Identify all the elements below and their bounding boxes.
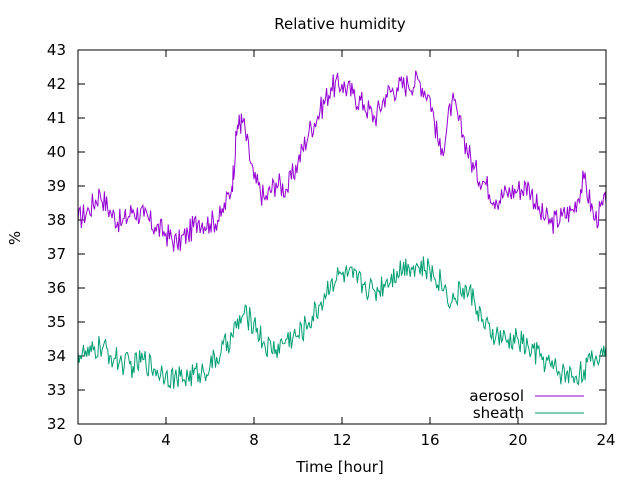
y-tick-label: 42 xyxy=(47,75,66,93)
y-tick-label: 36 xyxy=(47,279,66,297)
x-tick-label: 4 xyxy=(161,431,171,449)
x-tick-label: 20 xyxy=(508,431,527,449)
y-tick-label: 41 xyxy=(47,109,66,127)
y-axis-label: % xyxy=(6,231,24,245)
plot-frame xyxy=(77,49,607,425)
chart-title: Relative humidity xyxy=(274,15,406,33)
chart-marks: 32 33 34 35 36 37 38 39 40 41 42 43 0 4 8 12 16 20 24 aeros… xyxy=(47,41,616,449)
y-tick-label: 39 xyxy=(47,177,66,195)
x-tick-label: 8 xyxy=(249,431,259,449)
y-tick-label: 37 xyxy=(47,245,66,263)
y-tick-label: 33 xyxy=(47,381,66,399)
y-tick-label: 34 xyxy=(47,347,66,365)
x-axis-label: Time [hour] xyxy=(295,458,384,476)
x-tick-label: 12 xyxy=(332,431,351,449)
x-tick-label: 24 xyxy=(596,431,615,449)
y-tick-label: 38 xyxy=(47,211,66,229)
series-line-sheath xyxy=(77,256,607,389)
legend-label-sheath: sheath xyxy=(473,404,524,422)
y-tick-label: 32 xyxy=(47,415,66,433)
x-tick-label: 0 xyxy=(73,431,83,449)
x-tick-label: 16 xyxy=(420,431,439,449)
series-line-aerosol xyxy=(77,70,607,252)
y-tick-label: 40 xyxy=(47,143,66,161)
legend-label-aerosol: aerosol xyxy=(469,387,524,405)
y-tick-label: 35 xyxy=(47,313,66,331)
y-tick-label: 43 xyxy=(47,41,66,59)
